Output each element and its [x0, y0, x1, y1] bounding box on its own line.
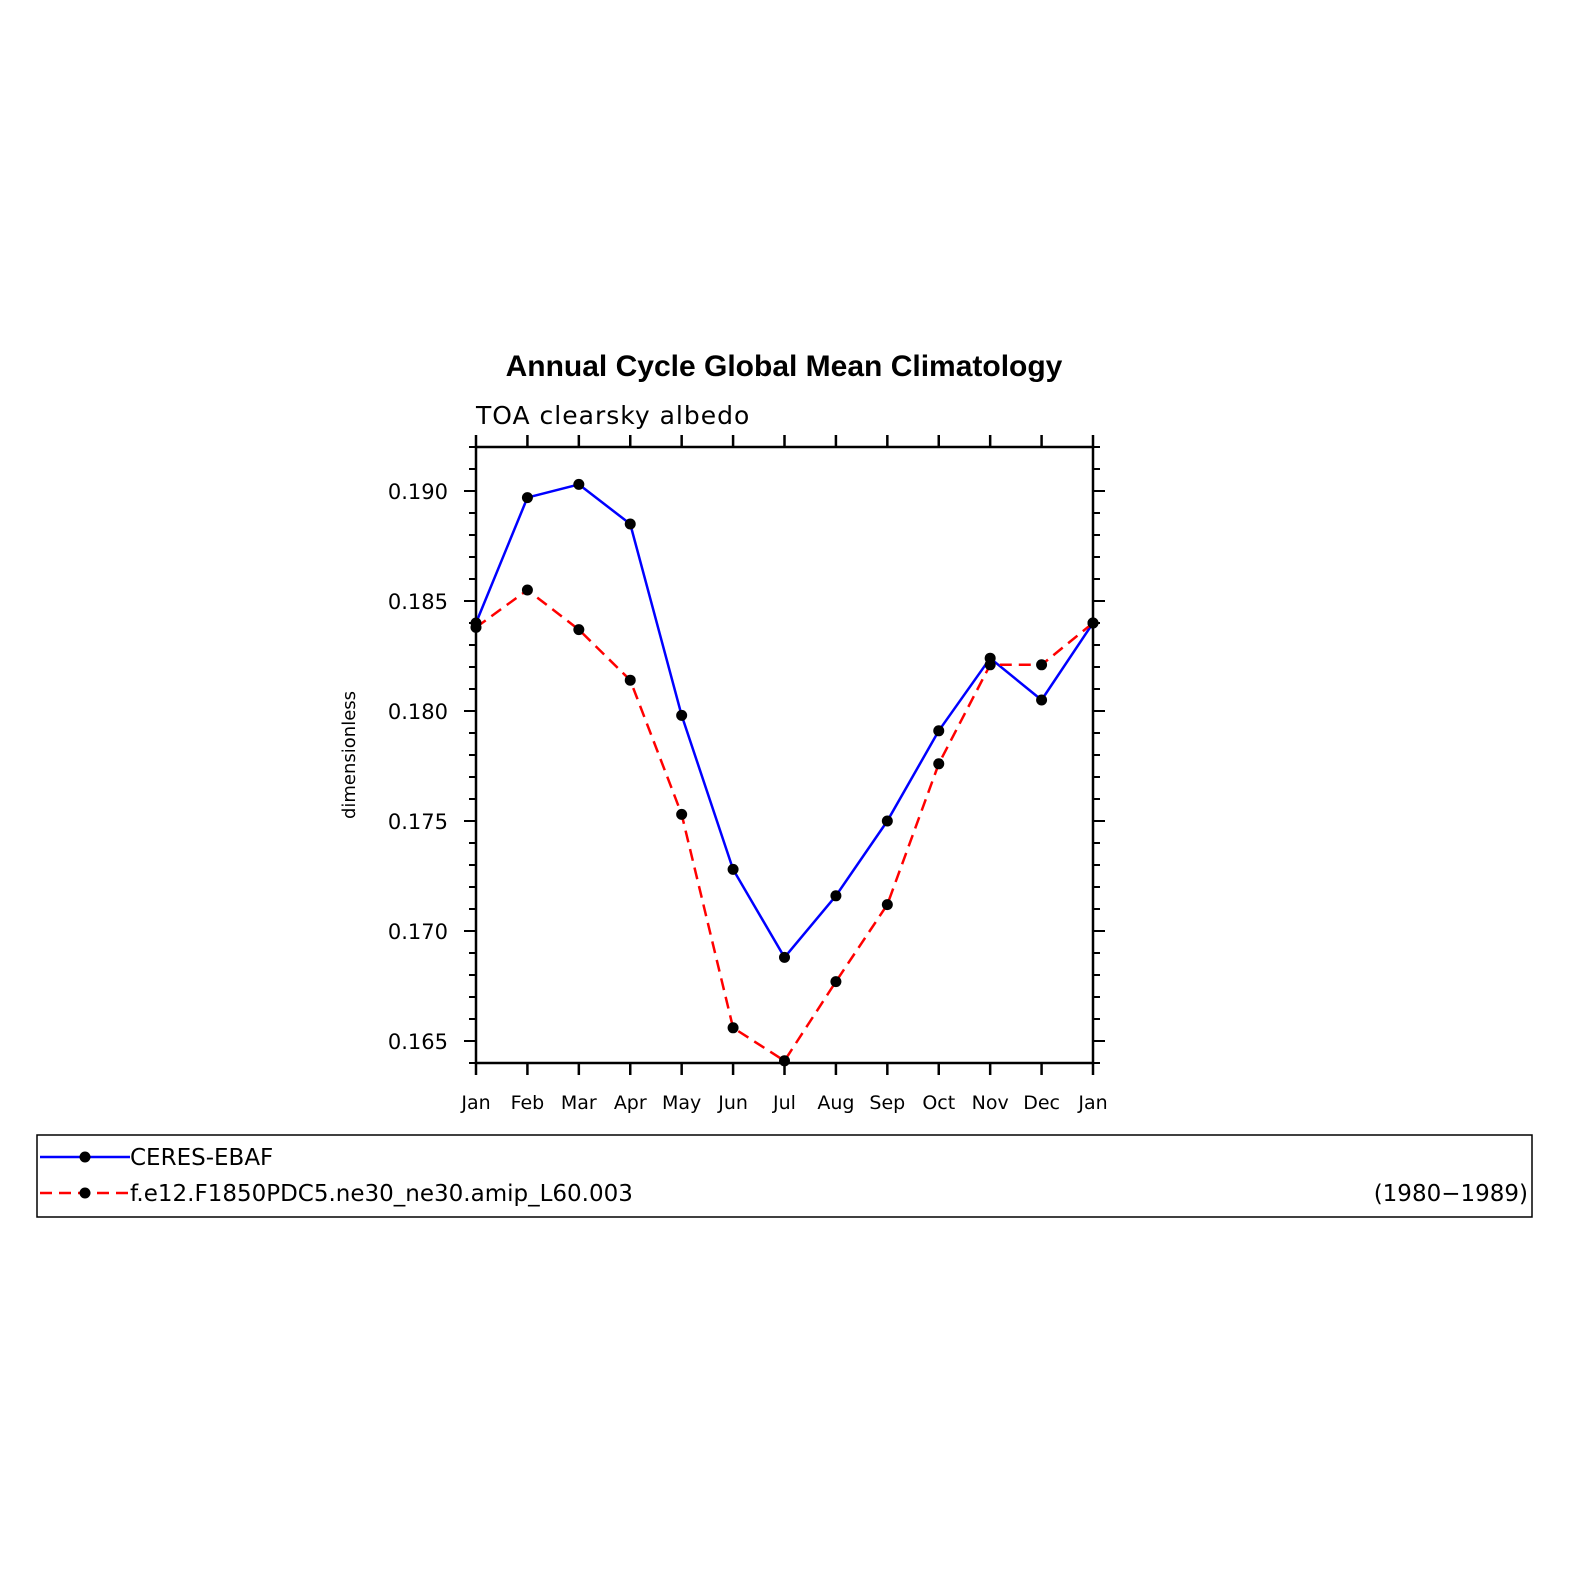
y-tick-label: 0.170 [388, 920, 448, 944]
series-1-point [984, 659, 996, 671]
series-0-point [727, 863, 739, 875]
series-0-point [1036, 694, 1048, 706]
series-1-point [1087, 617, 1099, 629]
x-tick-label: Apr [614, 1092, 647, 1114]
series-0-point [573, 478, 585, 490]
series-line-1 [475, 588, 1094, 1063]
series-1-point [470, 621, 482, 633]
legend-marker-ceres [79, 1151, 91, 1163]
x-tick-label: Mar [561, 1092, 597, 1114]
legend-period: (1980−1989) [1374, 1181, 1528, 1207]
series-line-0 [474, 483, 1095, 959]
y-tick-label: 0.180 [388, 700, 448, 724]
series-layer [470, 478, 1099, 1067]
series-0-point [933, 725, 945, 737]
x-tick-label: Jul [772, 1092, 796, 1114]
series-1-point [881, 899, 893, 911]
x-tick-label: Nov [972, 1092, 1009, 1114]
x-tick-label: Jan [1077, 1092, 1107, 1114]
x-tick-label: Jan [460, 1092, 490, 1114]
y-tick-label: 0.185 [388, 590, 448, 614]
x-tick-label: Aug [817, 1092, 854, 1114]
series-1-point [676, 808, 688, 820]
legend-label-model: f.e12.F1850PDC5.ne30_ne30.amip_L60.003 [130, 1181, 633, 1207]
series-1-point [1036, 659, 1048, 671]
legend-marker-model [79, 1187, 91, 1199]
x-tick-label: Jun [717, 1092, 748, 1114]
y-tick-label: 0.165 [388, 1030, 448, 1054]
plot-frame [474, 445, 1095, 1065]
series-1-point [933, 758, 945, 770]
y-tick-label: 0.190 [388, 480, 448, 504]
series-0-point [779, 951, 790, 963]
x-tick-label: Sep [869, 1092, 905, 1114]
series-0-point [624, 518, 636, 530]
series-1-point [573, 624, 585, 636]
x-axis: Jan Feb Mar Apr May Jun Jul Aug Sep Oct Nov Dec Jan [460, 435, 1108, 1114]
y-axis: 0.165 0.170 0.175 0.180 0.185 0.190 [388, 446, 1105, 1064]
x-tick-label: May [662, 1092, 701, 1114]
x-tick-label: Feb [511, 1092, 545, 1114]
series-1-point [624, 674, 636, 686]
series-1-point [830, 976, 842, 988]
legend: CERES-EBAF f.e12.F1850PDC5.ne30_ne30.ami… [36, 1134, 1533, 1218]
x-tick-label: Dec [1023, 1092, 1060, 1114]
chart-subtitle: TOA clearsky albedo [475, 401, 750, 430]
legend-box [36, 1134, 1533, 1218]
series-1-point [521, 584, 533, 596]
chart-title: Annual Cycle Global Mean Climatology [506, 350, 1063, 383]
series-0-point [881, 815, 893, 827]
y-tick-label: 0.175 [388, 810, 448, 834]
x-tick-label: Oct [922, 1092, 955, 1114]
y-axis-label: dimensionless [339, 691, 360, 819]
series-0-point [830, 890, 842, 902]
series-0-point [676, 709, 688, 721]
series-1-point [779, 1055, 790, 1067]
series-0-point [521, 492, 533, 504]
legend-label-ceres: CERES-EBAF [130, 1145, 273, 1171]
series-1-point [727, 1022, 739, 1034]
